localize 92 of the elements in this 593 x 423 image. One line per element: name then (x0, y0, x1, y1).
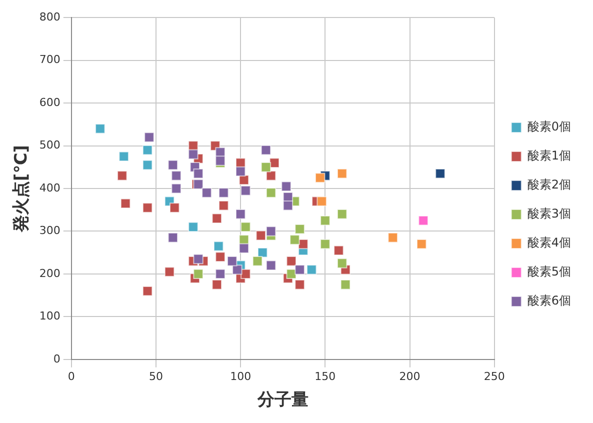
legend-label: 酸素1個 (527, 148, 572, 163)
point (266, 188, 276, 198)
point (256, 230, 266, 241)
y-tick-label: 300 (39, 224, 60, 238)
legend-label: 酸素0個 (527, 120, 572, 134)
point (298, 238, 308, 250)
y-tick-label: 200 (39, 266, 60, 280)
point (257, 247, 268, 258)
y-tick-label: 400 (39, 181, 60, 194)
point (294, 224, 305, 234)
x-tick-label: 100 (230, 370, 252, 383)
point (118, 151, 129, 162)
point (260, 144, 272, 156)
point (337, 258, 348, 268)
point (95, 124, 106, 134)
point (227, 256, 238, 266)
point (168, 160, 178, 170)
point (337, 209, 348, 220)
point (232, 264, 242, 275)
y-tick-label: 0 (53, 352, 60, 366)
point (252, 256, 263, 266)
point (240, 268, 251, 280)
point (435, 168, 446, 179)
point (235, 166, 246, 177)
point (142, 144, 153, 156)
point (316, 196, 327, 206)
y-tick-label: 800 (39, 10, 60, 24)
point (193, 168, 204, 179)
x-tick-label: 200 (399, 370, 420, 383)
point (235, 209, 246, 220)
point (193, 268, 204, 280)
point (218, 200, 229, 211)
point (238, 243, 250, 254)
point (215, 268, 226, 280)
y-axis-title: 発火点[℃] (12, 144, 32, 234)
point (144, 132, 154, 142)
point (340, 280, 351, 290)
point (168, 232, 178, 243)
point (337, 168, 348, 179)
point (212, 280, 222, 290)
point (212, 213, 222, 224)
point (290, 234, 300, 245)
point (193, 254, 204, 264)
point (188, 222, 198, 232)
point (213, 241, 224, 252)
point (416, 238, 427, 250)
y-tick-label: 700 (39, 53, 60, 66)
x-axis-title: 分子量 (256, 390, 308, 410)
point (266, 170, 276, 181)
point (120, 198, 131, 209)
point (117, 170, 128, 181)
legend-label: 酸素4個 (527, 236, 572, 250)
point (142, 160, 153, 170)
point (142, 202, 153, 213)
y-tick-label: 100 (39, 310, 60, 323)
x-tick-label: 0 (68, 370, 75, 383)
point (266, 226, 276, 236)
point (218, 188, 229, 198)
y-tick-label: 500 (39, 138, 60, 152)
point (202, 188, 212, 198)
point (240, 222, 251, 232)
x-tick-label: 250 (484, 370, 505, 383)
point (281, 181, 292, 192)
point (320, 238, 330, 250)
point (334, 245, 344, 256)
point (215, 252, 226, 262)
point (240, 186, 251, 196)
point (294, 264, 305, 275)
point (170, 202, 180, 213)
x-tick-label: 150 (314, 370, 336, 383)
point (171, 170, 182, 181)
point (171, 183, 182, 194)
point (388, 232, 398, 243)
point (418, 215, 428, 226)
legend-label: 酸素6個 (527, 294, 572, 308)
legend-label: 酸素2個 (527, 178, 572, 192)
legend-label: 酸素5個 (527, 264, 572, 279)
y-tick-label: 600 (39, 96, 60, 109)
point (282, 200, 294, 211)
point (164, 266, 175, 277)
point (294, 280, 305, 290)
point (306, 264, 317, 275)
point (320, 215, 330, 226)
point (286, 256, 296, 266)
legend-label: 酸素3個 (527, 206, 572, 221)
point (260, 162, 272, 172)
point (286, 268, 296, 280)
point (315, 172, 326, 183)
point (266, 260, 276, 270)
point (142, 286, 153, 296)
point (188, 149, 198, 160)
x-tick-label: 50 (148, 370, 163, 383)
